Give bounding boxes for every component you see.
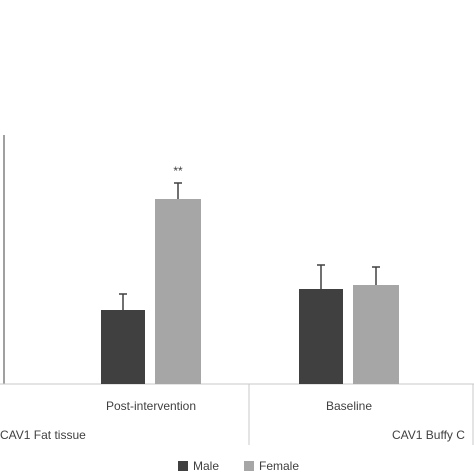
error-bar: [119, 293, 127, 310]
error-bar: [317, 264, 325, 289]
x-tick-label: Post-intervention: [106, 399, 196, 413]
legend-label: Female: [259, 459, 299, 473]
legend-swatch: [244, 461, 254, 471]
group-label: CAV1 Buffy C: [392, 428, 465, 442]
legend-swatch: [178, 461, 188, 471]
legend-label: Male: [193, 459, 219, 473]
bar: [155, 199, 201, 384]
x-tick-label: Baseline: [326, 399, 372, 413]
bar: [101, 310, 145, 384]
bar: [353, 285, 399, 384]
error-bar: [372, 266, 380, 285]
annotation: **: [173, 164, 183, 178]
error-bar: [174, 182, 182, 199]
group-label: CAV1 Fat tissue: [0, 428, 86, 442]
bar: [299, 289, 343, 384]
